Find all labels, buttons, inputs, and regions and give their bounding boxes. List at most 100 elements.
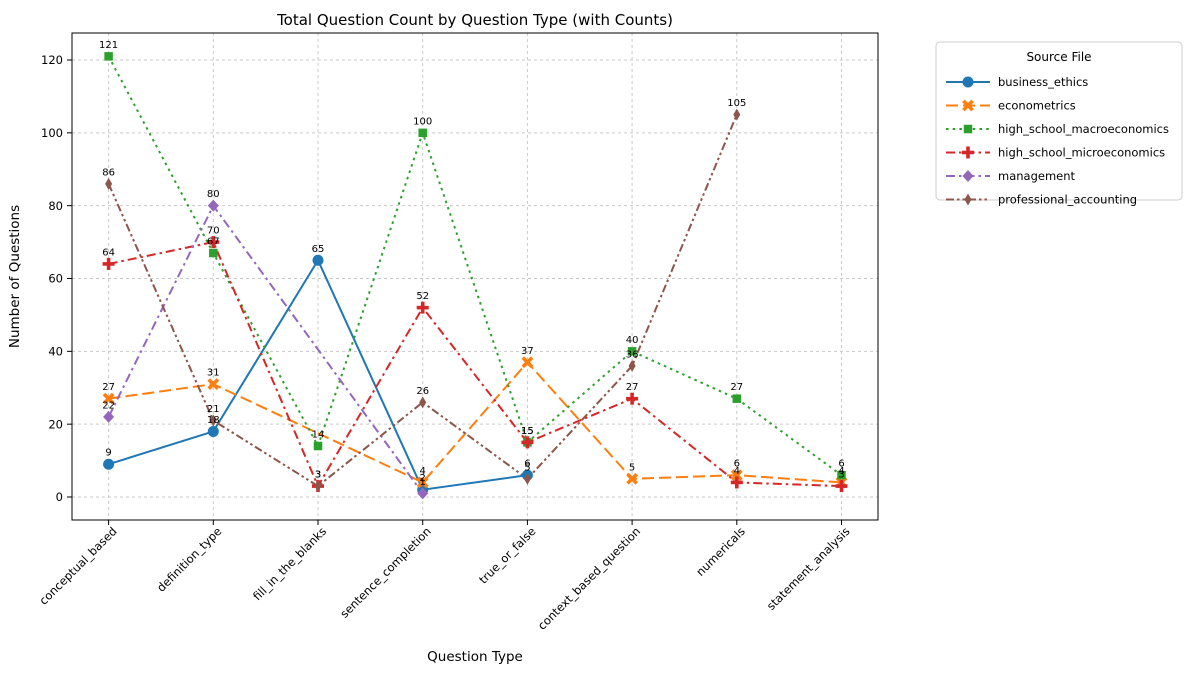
x-tick-label: definition_type: [154, 524, 224, 594]
value-label: 6: [838, 459, 844, 470]
y-axis-label: Number of Questions: [7, 205, 23, 348]
square-marker: [313, 441, 323, 451]
value-label: 3: [315, 470, 321, 481]
y-tick-label: 100: [41, 126, 63, 140]
thin-diamond-marker: [314, 480, 322, 493]
value-label: 18: [207, 415, 220, 426]
value-label: 9: [105, 448, 111, 459]
legend-label: management: [998, 169, 1076, 183]
value-label: 5: [629, 462, 635, 473]
value-label: 15: [521, 426, 534, 437]
y-tick-label: 120: [41, 53, 63, 67]
value-label: 4: [838, 466, 844, 477]
value-label: 22: [102, 400, 115, 411]
y-tick-label: 40: [48, 345, 63, 359]
value-label: 31: [207, 368, 220, 379]
circle-marker: [103, 458, 115, 470]
value-label: 15: [521, 426, 534, 437]
y-tick-label: 20: [48, 417, 63, 431]
plus-marker: [416, 301, 429, 314]
X-marker: [730, 469, 743, 482]
legend-title: Source File: [1026, 50, 1091, 64]
y-tick-label: 60: [48, 272, 63, 286]
square-marker: [418, 128, 427, 138]
plus-marker: [626, 392, 639, 405]
value-label: 3: [838, 470, 844, 481]
legend-label: econometrics: [998, 99, 1076, 113]
plus-marker: [207, 236, 220, 249]
value-label: 67: [207, 237, 220, 248]
legend-marker-thin-diamond: [964, 193, 972, 206]
legend-label: high_school_microeconomics: [998, 146, 1165, 160]
thin-diamond-marker: [628, 359, 636, 372]
value-label: 100: [413, 116, 432, 127]
thin-diamond-marker: [523, 472, 531, 485]
legend-label: professional_accounting: [998, 193, 1137, 207]
value-label: 64: [102, 247, 115, 258]
X-marker: [207, 378, 220, 390]
x-tick-label: numericals: [693, 524, 748, 579]
y-tick-label: 0: [56, 490, 63, 504]
value-label: 27: [730, 382, 743, 393]
legend-item-business_ethics: business_ethics: [946, 75, 1088, 89]
value-label: 40: [626, 335, 639, 346]
legend-item-management: management: [946, 169, 1076, 183]
diamond-marker: [207, 199, 219, 212]
legend-label: business_ethics: [998, 75, 1088, 89]
value-label: 6: [734, 459, 740, 470]
legend-marker-plus: [962, 146, 974, 159]
legend-marker-X: [962, 99, 974, 112]
thin-diamond-marker: [419, 396, 427, 409]
value-label: 52: [416, 291, 429, 302]
thin-diamond-marker: [105, 177, 113, 190]
legend-item-econometrics: econometrics: [946, 99, 1076, 113]
value-label: 70: [207, 226, 220, 237]
y-tick-label: 80: [48, 199, 63, 213]
value-label: 2: [420, 473, 426, 484]
circle-marker: [207, 425, 219, 437]
x-tick-label: conceptual_based: [36, 524, 119, 607]
diamond-marker: [103, 410, 115, 423]
X-marker: [521, 356, 534, 369]
chart-title: Total Question Count by Question Type (w…: [276, 11, 673, 29]
thin-diamond-marker: [209, 414, 217, 427]
value-label: 21: [207, 404, 220, 415]
plus-marker: [521, 436, 534, 449]
x-tick-label: context_based_question: [535, 524, 643, 632]
series-line-high_school_microeconomics: [108, 240, 842, 489]
legend-item-professional_accounting: professional_accounting: [946, 193, 1137, 207]
x-tick-label: sentence_completion: [337, 524, 434, 621]
value-label: 36: [626, 349, 639, 360]
plus-marker: [730, 476, 743, 489]
value-label: 37: [521, 346, 534, 357]
plus-marker: [102, 257, 115, 270]
X-marker: [102, 392, 115, 405]
X-marker: [416, 476, 429, 489]
thin-diamond-marker: [733, 108, 741, 121]
plot-border: [71, 32, 879, 521]
value-label: 4: [734, 466, 740, 477]
series-markers: [102, 52, 848, 500]
legend: business_ethics econometrics high_school_m…: [935, 41, 1183, 207]
gridlines: [72, 33, 878, 520]
value-label: 14: [312, 430, 325, 441]
circle-marker: [312, 254, 324, 266]
value-label: 4: [420, 466, 426, 477]
value-label: 86: [102, 167, 115, 178]
legend-marker-diamond: [962, 170, 974, 182]
diamond-marker: [417, 487, 429, 500]
square-marker: [837, 470, 846, 480]
x-tick-label: true_or_false: [476, 524, 538, 586]
series-line-high_school_macroeconomics: [107, 55, 843, 476]
value-label: 121: [99, 40, 118, 51]
legend-box: [935, 41, 1183, 201]
value-label: 27: [102, 382, 115, 393]
value-label: 105: [727, 98, 746, 109]
value-label: 3: [315, 470, 321, 481]
legend-item-high_school_macroeconomics: high_school_macroeconomics: [946, 122, 1169, 136]
square-marker: [627, 347, 637, 356]
legend-marker-circle: [962, 76, 974, 88]
square-marker: [209, 248, 218, 258]
series-lines: [107, 55, 843, 494]
